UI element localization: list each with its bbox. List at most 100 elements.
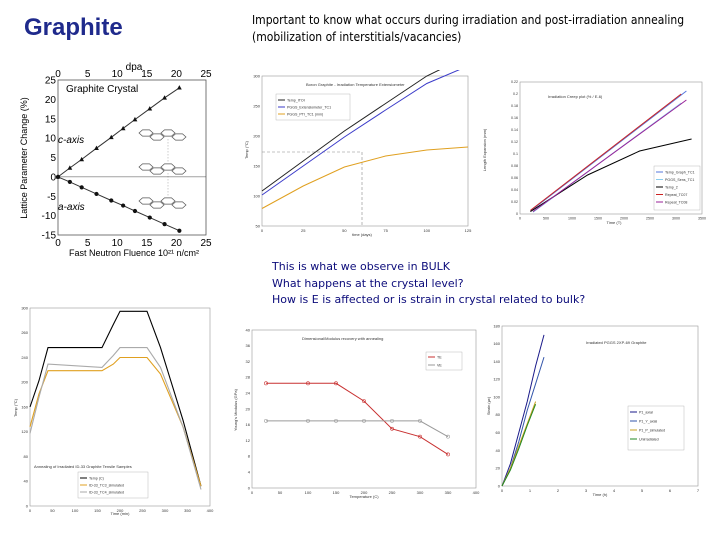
legend-entry: PGGS_Extensiometer_TC1 <box>287 105 331 109</box>
y-tick-label: 250 <box>253 103 260 108</box>
intro-text: Important to know what occurs during irr… <box>252 13 685 44</box>
bulk-line-2: What happens at the crystal level? <box>272 276 464 290</box>
lattice-chart-title: Graphite Crystal <box>66 84 138 95</box>
series-line-3 <box>261 146 469 209</box>
creep-y-axis-label: Strain (με) <box>486 396 491 415</box>
legend-entry: P1_axial <box>639 410 653 414</box>
series-line-1 <box>501 334 545 487</box>
y-tick-label: 0.06 <box>511 176 518 180</box>
modulus-chart-title: Dimensional/Modulus recovery with anneal… <box>302 336 383 341</box>
x-tick-label: 125 <box>465 228 472 233</box>
graphite-hex-ring <box>160 129 176 137</box>
legend-entry: Temp_ITOI <box>287 98 305 102</box>
x-tick-label: 300 <box>162 508 169 513</box>
lattice-data-point <box>120 125 126 131</box>
y-tick-label: 260 <box>21 330 28 335</box>
graphite-hex-ring <box>149 133 165 141</box>
lattice-y-tick-label: 20 <box>45 95 57 106</box>
legend-entry: ID-33_TC3_simulated <box>89 483 124 487</box>
lattice-y-tick-label: 5 <box>50 153 56 164</box>
lattice-top-tick-label: 15 <box>141 69 153 80</box>
creep-chart-title: Irradiated PGGS 2XP-69 Graphite <box>586 340 647 345</box>
y-tick-label: 160 <box>21 404 28 409</box>
anneal-legend-box <box>77 471 149 499</box>
creep-x-axis-label: Time (h) <box>593 492 608 497</box>
data-point <box>362 399 366 404</box>
x-tick-label: 150 <box>333 490 340 495</box>
x-tick-label: 2500 <box>646 217 654 221</box>
data-point <box>264 418 268 423</box>
x-tick-label: 200 <box>361 490 368 495</box>
anneal-y-axis-label: Temp (°C) <box>13 398 18 417</box>
lattice-series-line-a-axis <box>57 176 180 232</box>
y-tick-label: 300 <box>21 305 28 310</box>
data-point <box>334 418 338 423</box>
y-tick-label: 0 <box>498 483 501 488</box>
graphite-hex-ring <box>149 167 165 175</box>
lattice-top-axis-label: dpa <box>126 62 143 73</box>
x-tick-label: 1000 <box>568 217 576 221</box>
x-tick-label: 3500 <box>698 217 706 221</box>
x-tick-label: 50 <box>50 508 55 513</box>
data-point <box>264 381 268 386</box>
modulus-x-axis-label: Temperature (C) <box>349 494 379 499</box>
lattice-x-tick-label: 0 <box>55 238 61 249</box>
data-point <box>446 434 450 439</box>
lattice-top-tick-label: 10 <box>112 69 124 80</box>
graphite-hex-ring <box>138 129 154 137</box>
y-tick-label: 0 <box>248 485 251 490</box>
x-tick-label: 2 <box>557 488 560 493</box>
series-line-3 <box>501 401 537 487</box>
lattice-series-label-a: a-axis <box>58 202 85 213</box>
y-tick-label: 180 <box>493 323 500 328</box>
lattice-y-axis-label: Lattice Parameter Change (%) <box>19 97 29 219</box>
legend-entry: Repeat_TC08 <box>665 200 687 204</box>
modulus-legend-box <box>425 351 463 371</box>
y-tick-label: 32 <box>246 359 251 364</box>
x-tick-label: 200 <box>117 508 124 513</box>
x-tick-label: 5 <box>641 488 644 493</box>
data-point <box>390 426 394 431</box>
y-tick-label: 20 <box>246 406 251 411</box>
graphite-hex-ring <box>149 201 165 209</box>
data-point <box>418 434 422 439</box>
lattice-series-line-c-axis <box>57 87 180 178</box>
data-point <box>446 452 450 457</box>
x-tick-label: 50 <box>342 228 347 233</box>
graphite-hex-ring <box>171 167 187 175</box>
series-line-3 <box>29 347 202 490</box>
lattice-x-axis-label: Fast Neutron Fluence 10²¹ n/cm² <box>69 248 199 258</box>
x-tick-label: 100 <box>423 228 430 233</box>
graphite-hex-ring <box>138 197 154 205</box>
temp-y-axis-label: Temp (°C) <box>244 140 249 159</box>
y-tick-label: 4 <box>248 470 251 475</box>
lattice-data-point <box>121 203 126 208</box>
lattice-x-tick-label: 20 <box>171 238 183 249</box>
lattice-series-label-c: c-axis <box>58 135 84 146</box>
y-tick-label: 16 <box>246 422 251 427</box>
x-tick-label: 100 <box>305 490 312 495</box>
graphite-crystal-structure-icon <box>138 129 187 209</box>
temp-y2-axis-label: Length Expansion (mm) <box>482 128 487 171</box>
bulk-line-1: This is what we observe in BULK <box>272 260 451 273</box>
series-line-4 <box>501 404 537 487</box>
graphite-hex-ring <box>160 163 176 171</box>
lattice-y-tick-label: 10 <box>45 134 57 145</box>
y-tick-label: 0.2 <box>513 92 518 96</box>
y-tick-label: 8 <box>248 454 251 459</box>
x-tick-label: 0 <box>519 217 521 221</box>
legend-entry: Temp (C) <box>89 476 104 480</box>
anneal-x-axis-label: Time (min) <box>111 511 131 516</box>
lattice-data-point <box>176 85 182 90</box>
y-tick-label: 0.02 <box>511 200 518 204</box>
x-tick-label: 1 <box>529 488 532 493</box>
modulus-recovery-chart: 0 50 100 150 200 250 300 350 4004036322824201612… <box>233 327 480 499</box>
x-tick-label: 0 <box>29 508 32 513</box>
y-tick-label: 40 <box>24 479 29 484</box>
x-tick-label: 7 <box>697 488 700 493</box>
y-tick-label: 0.22 <box>511 80 518 84</box>
x-tick-label: 1500 <box>594 217 602 221</box>
legend-entry: Temp_Graph_TC1 <box>665 170 695 174</box>
x-tick-label: 4 <box>613 488 616 493</box>
bulk-line-3: How is E is affected or is strain in cry… <box>272 293 586 306</box>
